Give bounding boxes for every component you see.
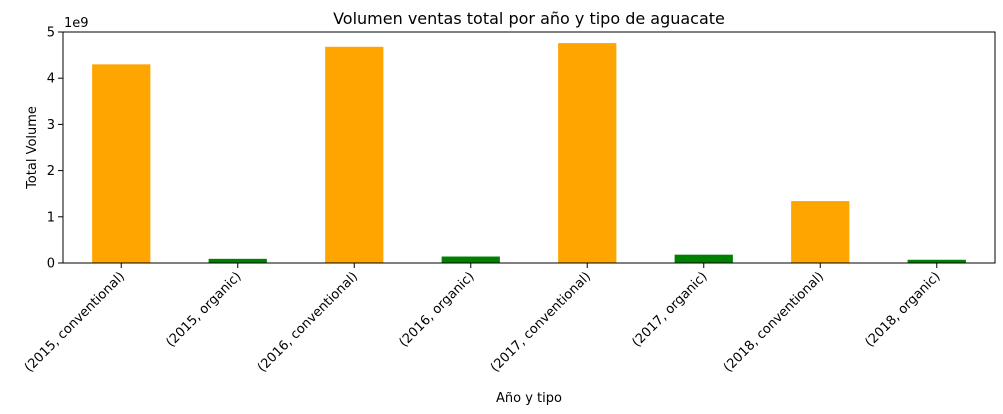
- y-tick-label: 0: [47, 257, 55, 272]
- plot-frame: [62, 31, 996, 264]
- bar: [558, 43, 617, 264]
- y-ticks-group: 0 1 2 3 4 5: [47, 26, 63, 272]
- bar: [92, 64, 151, 263]
- bar: [674, 254, 733, 263]
- bar: [441, 256, 500, 263]
- y-tick-label: 4: [47, 72, 55, 87]
- y-axis-label: Total Volume: [25, 106, 40, 190]
- x-ticks-group: (2015, conventional) (2015, organic) (2016…: [22, 263, 944, 375]
- y-axis-offset-label: 1e9: [64, 16, 89, 31]
- bars-group: [92, 43, 966, 264]
- x-tick-label: (2015, organic): [163, 269, 244, 350]
- bar: [907, 259, 966, 263]
- x-axis-label: Año y tipo: [496, 391, 562, 406]
- x-tick-label: (2016, conventional): [255, 269, 361, 375]
- x-tick-label: (2017, conventional): [488, 269, 594, 375]
- bar: [208, 258, 267, 263]
- bar: [791, 201, 850, 263]
- y-tick-label: 5: [47, 26, 55, 41]
- y-tick-label: 1: [47, 210, 55, 225]
- x-tick-label: (2015, conventional): [22, 269, 128, 375]
- bar: [325, 46, 384, 264]
- x-tick-label: (2016, organic): [396, 269, 477, 350]
- y-tick-label: 2: [47, 164, 55, 179]
- y-tick-label: 3: [47, 118, 55, 133]
- x-tick-label: (2018, conventional): [721, 269, 827, 375]
- x-tick-label: (2017, organic): [629, 269, 710, 350]
- x-tick-label: (2018, organic): [862, 269, 943, 350]
- chart-title: Volumen ventas total por año y tipo de a…: [333, 9, 725, 28]
